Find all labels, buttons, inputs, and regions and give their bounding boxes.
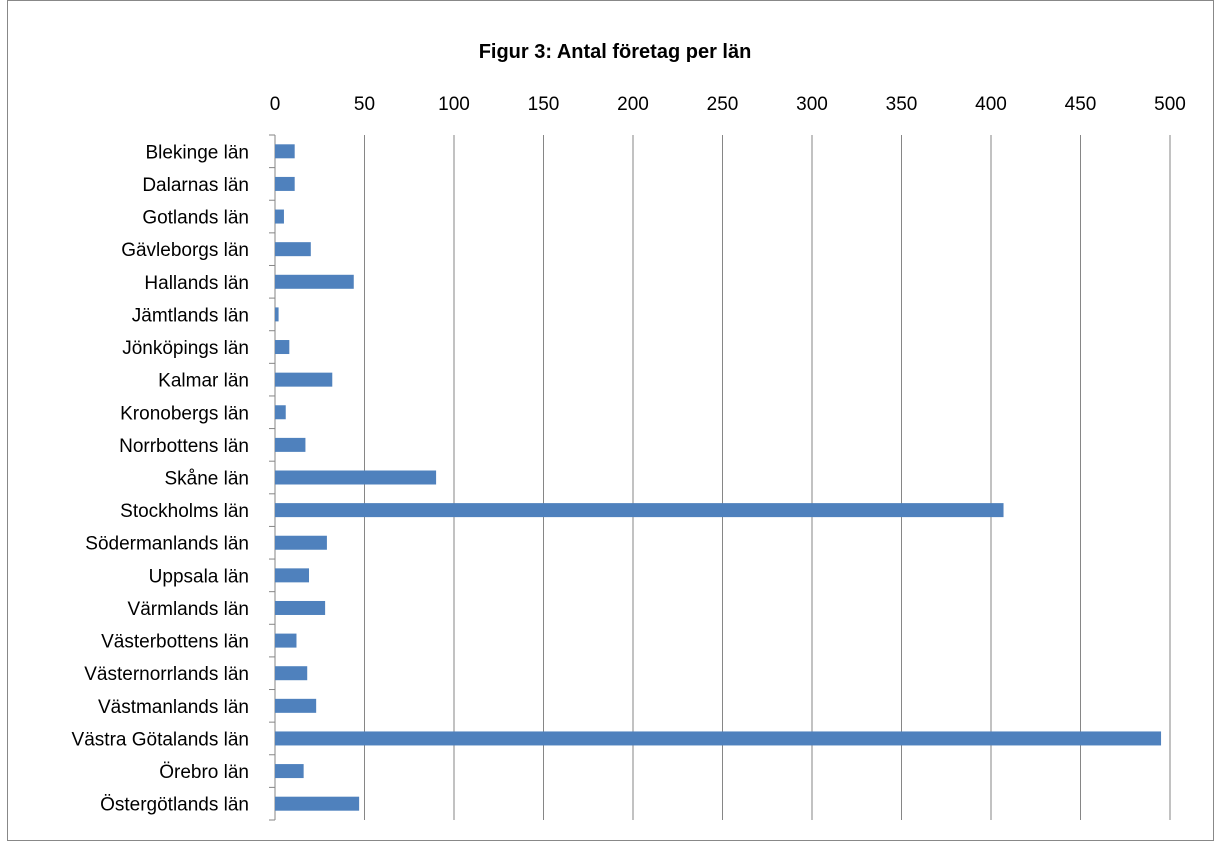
category-label: Gotlands län — [142, 208, 249, 229]
category-label: Dalarnas län — [142, 175, 249, 196]
bar-8 — [275, 405, 286, 420]
x-tick-label: 300 — [796, 94, 828, 115]
x-tick-label: 200 — [617, 94, 649, 115]
bar-13 — [275, 568, 310, 583]
category-label: Jämtlands län — [132, 305, 249, 326]
x-tick-label: 100 — [438, 94, 470, 115]
x-tick-label: 350 — [886, 94, 918, 115]
bar-18 — [275, 731, 1162, 746]
bar-19 — [275, 764, 304, 779]
bar-9 — [275, 437, 306, 452]
category-label: Gävleborgs län — [121, 240, 249, 261]
category-label: Skåne län — [164, 469, 249, 490]
chart-border — [7, 0, 1214, 841]
category-label: Västerbottens län — [101, 632, 249, 653]
bar-14 — [275, 600, 326, 615]
bar-7 — [275, 372, 333, 387]
bar-11 — [275, 503, 1004, 518]
category-label: Kronobergs län — [120, 403, 249, 424]
bar-1 — [275, 176, 295, 191]
bar-15 — [275, 633, 297, 648]
category-label: Örebro län — [159, 762, 249, 783]
category-label: Västernorrlands län — [84, 664, 249, 685]
bar-20 — [275, 796, 360, 811]
bar-17 — [275, 698, 317, 713]
category-label: Norrbottens län — [119, 436, 249, 457]
category-label: Södermanlands län — [85, 534, 249, 555]
x-tick-label: 400 — [975, 94, 1007, 115]
x-tick-label: 450 — [1065, 94, 1097, 115]
category-label: Västra Götalands län — [72, 729, 249, 750]
x-tick-label: 250 — [707, 94, 739, 115]
category-label: Blekinge län — [145, 142, 249, 163]
category-label: Stockholms län — [120, 501, 249, 522]
category-label: Östergötlands län — [100, 795, 249, 816]
bar-6 — [275, 340, 290, 355]
bar-4 — [275, 274, 354, 289]
category-label: Uppsala län — [149, 566, 249, 587]
x-tick-label: 500 — [1154, 94, 1186, 115]
bar-16 — [275, 666, 308, 681]
bar-10 — [275, 470, 437, 485]
chart-title: Figur 3: Antal företag per län — [479, 41, 752, 63]
x-tick-label: 0 — [270, 94, 281, 115]
bar-2 — [275, 209, 284, 224]
bar-3 — [275, 242, 311, 257]
category-label: Värmlands län — [128, 599, 249, 620]
x-tick-label: 50 — [354, 94, 375, 115]
bar-12 — [275, 535, 327, 550]
category-label: Hallands län — [144, 273, 249, 294]
bar-0 — [275, 144, 295, 159]
category-label: Jönköpings län — [122, 338, 249, 359]
x-tick-label: 150 — [528, 94, 560, 115]
category-label: Västmanlands län — [98, 697, 249, 718]
category-labels: Blekinge län Dalarnas län Gotlands län Gävl… — [72, 142, 249, 815]
category-label: Kalmar län — [158, 371, 249, 392]
x-tick-labels: 0 50 100 150 200 250 300 350 400 450 500 — [270, 94, 1186, 115]
bar-5 — [275, 307, 279, 322]
bars — [275, 144, 1162, 811]
